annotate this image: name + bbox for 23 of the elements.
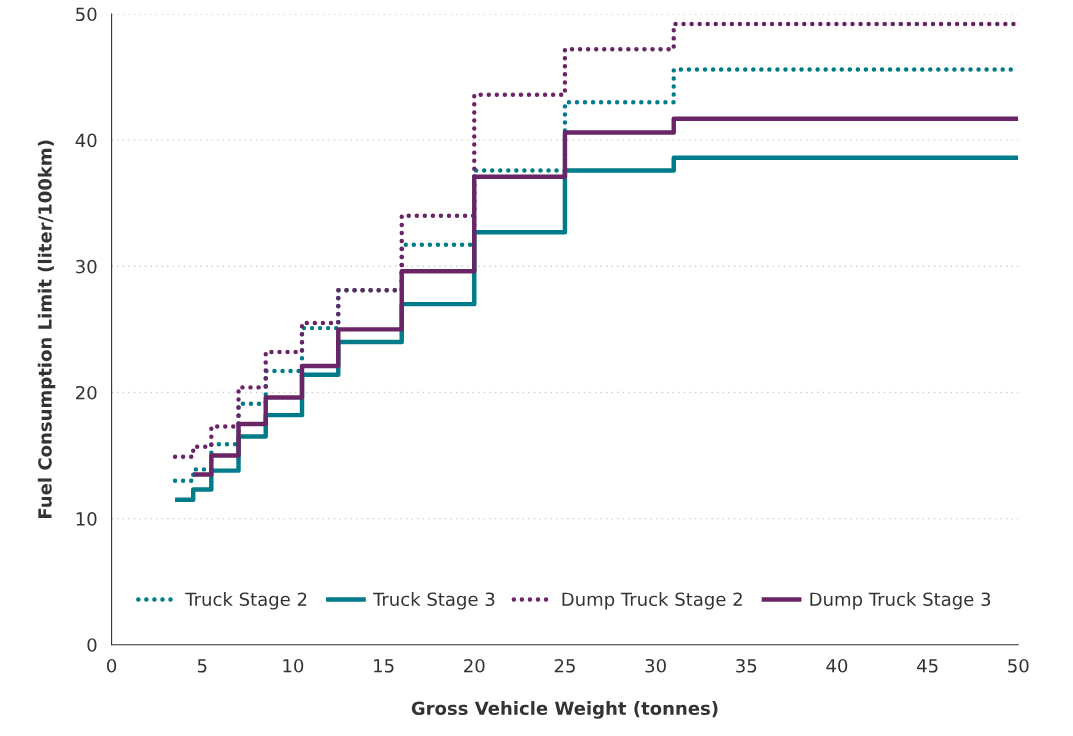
x-tick-label: 25 xyxy=(554,658,575,673)
x-tick-label: 5 xyxy=(197,659,207,673)
y-tick-label: 10 xyxy=(76,512,97,526)
x-tick-label: 30 xyxy=(645,658,666,673)
x-tick-label: 50 xyxy=(1008,658,1029,673)
x-axis-title: Gross Vehicle Weight (tonnes) xyxy=(411,701,718,719)
y-tick-label: 0 xyxy=(87,638,97,652)
y-tick-label: 40 xyxy=(75,133,97,148)
legend-label: Dump Truck Stage 3 xyxy=(810,592,991,610)
x-tick-label: 10 xyxy=(283,658,304,673)
y-tick-label: 50 xyxy=(76,7,97,22)
x-tick-label: 15 xyxy=(374,659,394,673)
y-tick-label: 20 xyxy=(76,385,97,400)
legend-label: Dump Truck Stage 2 xyxy=(562,592,742,610)
y-axis-title: Fuel Consumption Limit (liter/100km) xyxy=(37,140,56,518)
legend-label: Truck Stage 2 xyxy=(185,592,307,610)
x-tick-label: 45 xyxy=(917,659,938,673)
x-tick-label: 20 xyxy=(464,658,485,673)
x-tick-label: 0 xyxy=(107,658,117,673)
y-tick-label: 30 xyxy=(76,259,97,274)
x-tick-label: 35 xyxy=(736,658,757,673)
x-tick-label: 40 xyxy=(826,658,848,673)
legend-label: Truck Stage 3 xyxy=(372,592,495,610)
